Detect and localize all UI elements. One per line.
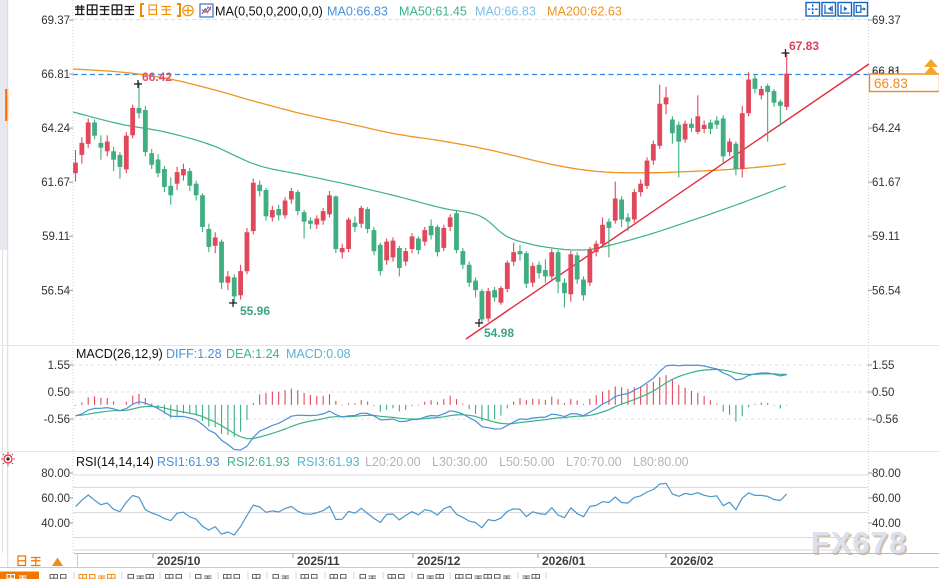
svg-text:MA50:61.45: MA50:61.45 (399, 5, 467, 19)
svg-text:MACD:0.08: MACD:0.08 (286, 347, 351, 361)
svg-text:80.00: 80.00 (41, 468, 70, 480)
svg-text:60.00: 60.00 (872, 493, 901, 505)
svg-text:40.00: 40.00 (872, 518, 901, 530)
svg-text:MA0:66.83: MA0:66.83 (475, 5, 536, 19)
svg-text:FX678: FX678 (811, 525, 907, 560)
svg-text:L70:70.00: L70:70.00 (566, 455, 622, 469)
svg-text:MA0:66.83: MA0:66.83 (327, 5, 388, 19)
svg-text:DEA:1.24: DEA:1.24 (226, 347, 280, 361)
svg-text:40.00: 40.00 (41, 518, 70, 530)
svg-text:69.37: 69.37 (872, 15, 901, 27)
svg-text:L80:80.00: L80:80.00 (633, 455, 689, 469)
svg-text:L30:30.00: L30:30.00 (432, 455, 488, 469)
svg-text:FX678: FX678 (813, 527, 909, 562)
svg-text:-0.56: -0.56 (872, 414, 898, 426)
svg-text:-0.56: -0.56 (44, 414, 70, 426)
svg-text:66.42: 66.42 (142, 70, 172, 84)
svg-text:55.96: 55.96 (240, 304, 270, 318)
svg-text:67.83: 67.83 (789, 39, 819, 53)
svg-text:59.11: 59.11 (42, 231, 70, 243)
svg-text:2025/12: 2025/12 (417, 554, 461, 568)
svg-text:DIFF:1.28: DIFF:1.28 (166, 347, 222, 361)
svg-text:RSI1:61.93: RSI1:61.93 (157, 455, 220, 469)
svg-text:MA200:62.63: MA200:62.63 (547, 5, 622, 19)
svg-text:80.00: 80.00 (872, 468, 901, 480)
svg-text:64.24: 64.24 (872, 123, 901, 135)
svg-text:2025/10: 2025/10 (157, 554, 201, 568)
svg-text:64.24: 64.24 (41, 123, 70, 135)
svg-text:RSI2:61.93: RSI2:61.93 (227, 455, 290, 469)
svg-text:L20:20.00: L20:20.00 (365, 455, 421, 469)
svg-text:69.37: 69.37 (41, 15, 70, 27)
svg-text:66.81: 66.81 (41, 69, 70, 81)
svg-text:60.00: 60.00 (41, 493, 70, 505)
svg-text:2025/11: 2025/11 (297, 554, 340, 568)
svg-text:1.55: 1.55 (872, 360, 894, 372)
svg-text:2026/01: 2026/01 (542, 554, 586, 568)
svg-text:54.98: 54.98 (484, 326, 514, 340)
svg-text:59.11: 59.11 (872, 231, 900, 243)
svg-text:MA(0,50,0,200,0,0): MA(0,50,0,200,0,0) (215, 5, 323, 19)
svg-text:L50:50.00: L50:50.00 (499, 455, 555, 469)
svg-text:0.50: 0.50 (872, 387, 894, 399)
svg-text:MACD(26,12,9): MACD(26,12,9) (76, 347, 163, 361)
svg-text:56.54: 56.54 (872, 285, 901, 297)
svg-text:66.83: 66.83 (874, 76, 908, 91)
svg-text:0.50: 0.50 (48, 387, 70, 399)
svg-text:1.55: 1.55 (48, 360, 70, 372)
svg-text:RSI3:61.93: RSI3:61.93 (297, 455, 360, 469)
svg-text:2026/02: 2026/02 (670, 554, 714, 568)
svg-text:61.67: 61.67 (41, 177, 70, 189)
svg-text:56.54: 56.54 (41, 285, 70, 297)
svg-text:61.67: 61.67 (872, 177, 901, 189)
svg-text:RSI(14,14,14): RSI(14,14,14) (76, 455, 154, 469)
